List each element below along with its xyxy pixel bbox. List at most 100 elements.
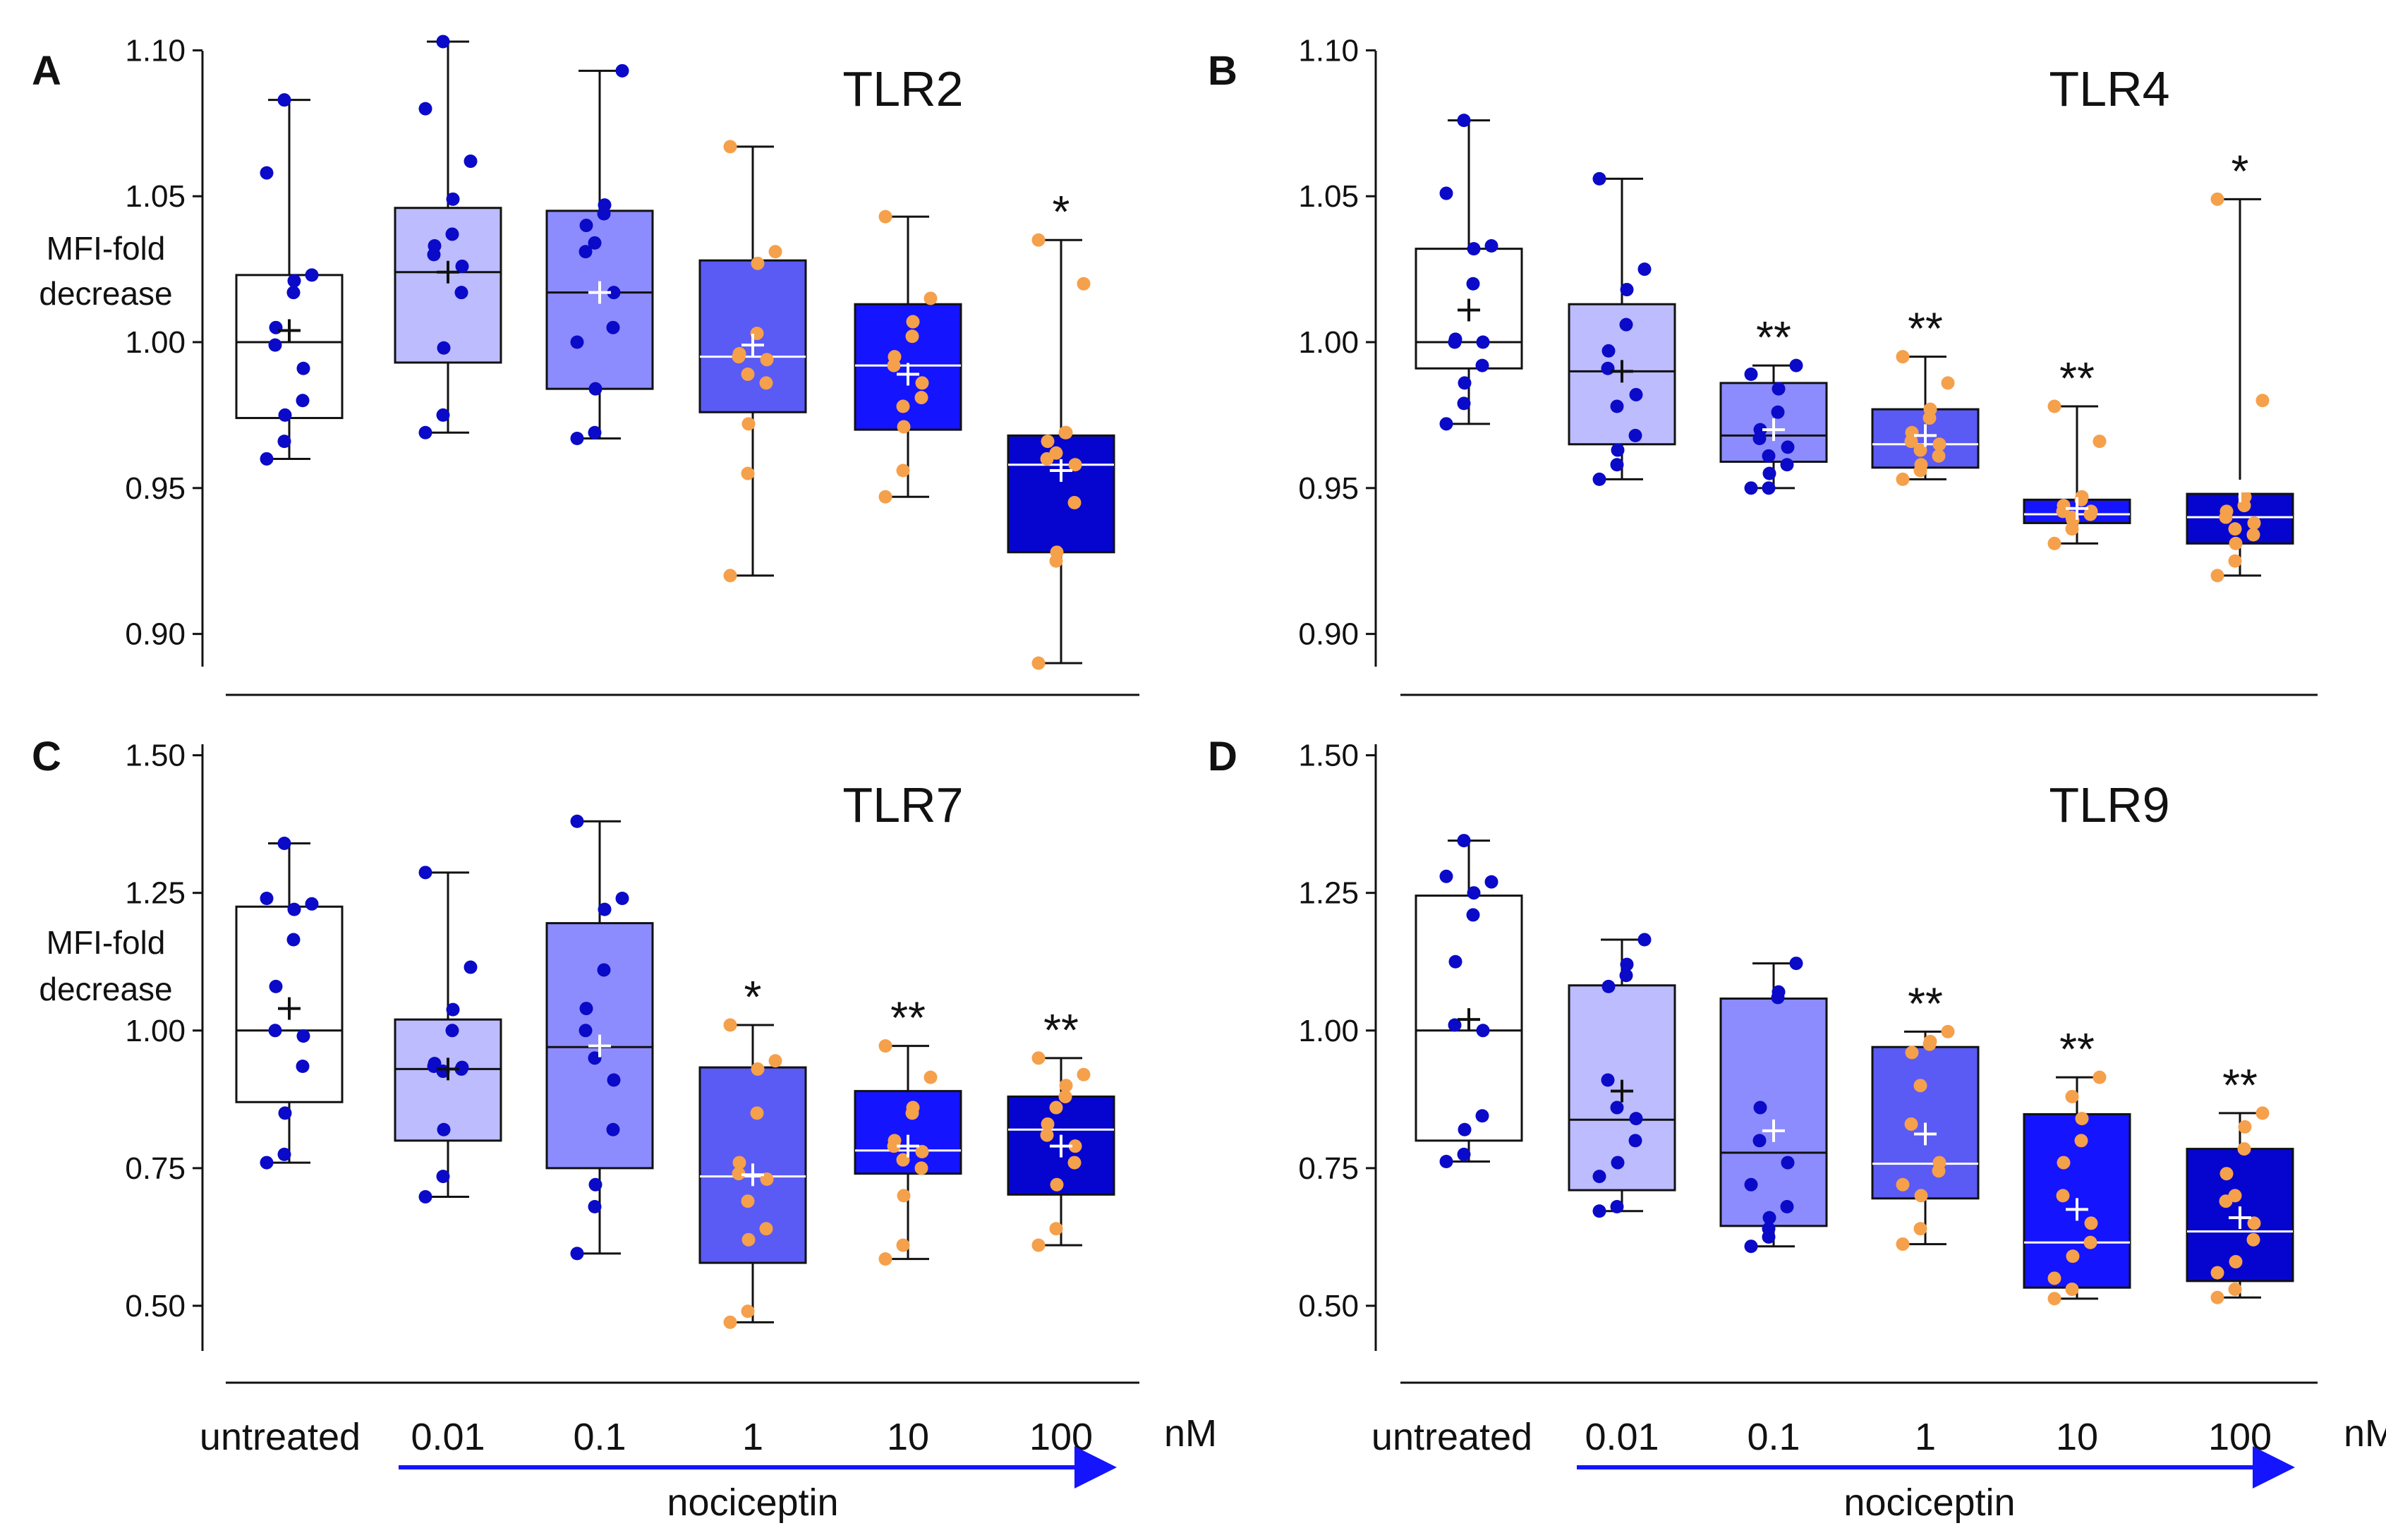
box-group-0.01	[394, 35, 502, 439]
data-point	[1771, 405, 1785, 419]
data-point	[1041, 1117, 1055, 1131]
data-point	[1762, 449, 1776, 463]
data-point	[1611, 443, 1625, 457]
mean-marker	[1611, 1079, 1633, 1103]
data-point	[1050, 1177, 1064, 1192]
box-group-100: *	[1007, 186, 1115, 670]
data-point	[1592, 1170, 1606, 1184]
mean-marker	[1050, 1134, 1072, 1158]
data-point	[2093, 1070, 2107, 1084]
y-tick-label: 1.05	[125, 179, 186, 214]
category-label: 0.01	[411, 1416, 485, 1458]
data-point	[588, 425, 602, 439]
data-point	[464, 960, 478, 974]
data-point	[286, 933, 301, 947]
data-point	[1780, 458, 1794, 472]
data-point	[436, 408, 450, 422]
mean-marker	[1458, 1008, 1480, 1031]
y-tick-label: 0.75	[125, 1151, 186, 1186]
data-point	[1762, 481, 1776, 495]
category-label: 1	[1915, 1416, 1936, 1458]
data-point	[914, 391, 928, 405]
data-point	[1941, 376, 1955, 390]
data-point	[268, 338, 282, 352]
data-point	[741, 417, 756, 431]
data-point	[597, 963, 611, 977]
data-point	[445, 1024, 459, 1038]
data-point	[588, 1200, 602, 1214]
data-point	[615, 63, 629, 78]
panel-title: TLR4	[2049, 61, 2169, 116]
data-point	[436, 35, 450, 49]
category-label: untreated	[200, 1416, 361, 1458]
mean-marker	[588, 281, 611, 304]
mean-marker	[278, 997, 301, 1020]
data-point	[1457, 396, 1471, 411]
data-point	[905, 329, 919, 344]
data-point	[751, 1062, 765, 1076]
data-point	[1457, 114, 1471, 128]
panel-C: C TLR7 0.50 0.75 1.00 1.25 1.50 MFI-fold decreas…	[32, 734, 1115, 1351]
data-point	[1772, 985, 1786, 999]
y-axis-label: decrease	[39, 971, 172, 1007]
mean-marker	[1762, 1119, 1785, 1142]
data-point	[277, 93, 291, 107]
data-point	[723, 1018, 737, 1032]
data-point	[751, 256, 765, 270]
data-point	[588, 382, 602, 396]
significance-marker: *	[1053, 186, 1070, 237]
mean-marker	[1914, 424, 1937, 447]
data-point	[732, 347, 746, 361]
data-point	[2229, 1255, 2243, 1269]
data-point	[1762, 1222, 1776, 1236]
data-point	[1913, 1079, 1927, 1093]
data-point	[455, 259, 469, 273]
y-tick-label: 1.10	[1298, 33, 1359, 68]
data-point	[1904, 1117, 1918, 1131]
y-tick-label: 0.50	[125, 1289, 186, 1323]
data-point	[759, 376, 773, 390]
data-point	[570, 432, 584, 445]
data-point	[588, 1177, 602, 1192]
y-axis-label: MFI-fold	[47, 924, 166, 961]
data-point	[437, 341, 451, 355]
data-point	[732, 1167, 746, 1181]
data-point	[1040, 1128, 1054, 1142]
data-point	[2083, 1235, 2097, 1249]
panel-letter: D	[1208, 734, 1237, 780]
data-point	[598, 902, 612, 916]
data-point	[1448, 954, 1463, 969]
data-point	[1913, 1222, 1927, 1236]
mean-marker	[1050, 459, 1072, 482]
data-point	[768, 1054, 782, 1068]
data-point	[2238, 1120, 2252, 1134]
significance-marker: **	[890, 993, 926, 1043]
data-point	[915, 376, 929, 390]
data-point	[1896, 472, 1910, 486]
significance-marker: *	[2231, 145, 2249, 196]
mean-marker	[2066, 497, 2088, 520]
data-point	[1753, 1101, 1767, 1115]
data-point	[1049, 446, 1063, 460]
mean-marker	[278, 319, 301, 342]
box	[235, 274, 344, 420]
data-point	[296, 394, 310, 408]
data-point	[1611, 1156, 1625, 1170]
data-point	[1484, 239, 1498, 253]
mean-marker	[2229, 479, 2251, 502]
data-point	[2065, 1089, 2079, 1103]
panel-letter: C	[32, 734, 61, 780]
data-point	[1896, 1237, 1910, 1251]
data-point	[2047, 399, 2061, 413]
data-point	[2066, 1249, 2080, 1263]
box-group-0.01	[394, 866, 502, 1203]
panel-letter: A	[32, 48, 61, 94]
data-point	[1458, 376, 1472, 390]
data-point	[2228, 554, 2242, 568]
data-point	[287, 902, 301, 916]
mean-marker	[741, 334, 764, 357]
data-point	[1914, 458, 1928, 472]
data-point	[2246, 528, 2260, 542]
box-group-1: **	[1871, 978, 1980, 1251]
y-axis-label: MFI-fold	[47, 230, 166, 267]
